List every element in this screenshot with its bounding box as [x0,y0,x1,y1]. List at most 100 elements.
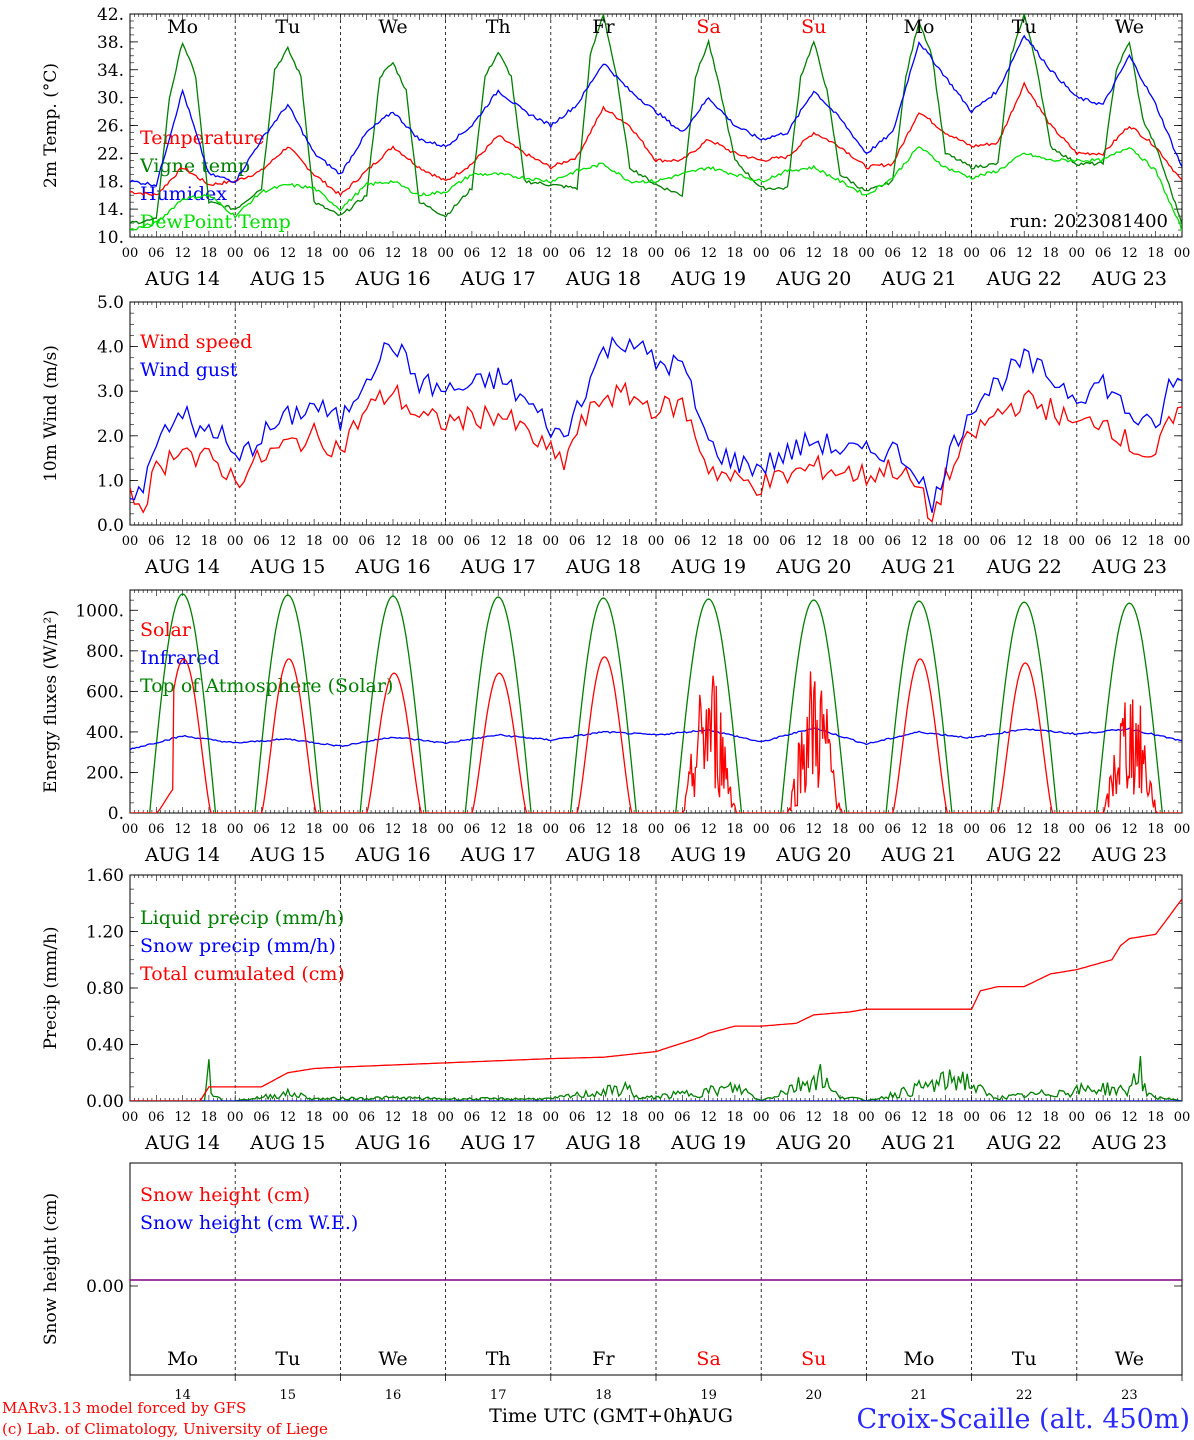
hour-tick-label: 06 [464,822,481,837]
hour-tick-label: 12 [911,1110,928,1125]
y-tick-label: 1.20 [86,923,124,943]
day-name: Th [486,16,511,38]
hour-tick-label: 12 [385,246,402,261]
hour-tick-label: 18 [1042,1110,1059,1125]
hour-tick-label: 06 [990,246,1007,261]
day-name: Mo [904,1348,935,1370]
day-number: 20 [806,1388,823,1403]
hour-tick-label: 06 [674,246,691,261]
hour-tick-label: 12 [1016,1110,1033,1125]
hour-tick-label: 18 [516,246,533,261]
hour-tick-label: 00 [648,534,665,549]
hour-tick-label: 12 [700,822,717,837]
y-tick-label: 0. [108,804,124,824]
hour-tick-label: 12 [280,534,297,549]
y-tick-label: 1.0 [97,471,124,491]
date-label: AUG 23 [1091,1132,1167,1154]
date-label: AUG 14 [144,556,220,578]
hour-tick-label: 18 [727,822,744,837]
hour-tick-label: 06 [569,246,586,261]
legend-entry: Snow height (cm) [140,1184,310,1206]
hour-tick-label: 12 [490,822,507,837]
hour-tick-label: 06 [464,1110,481,1125]
hour-tick-label: 18 [411,534,428,549]
series-line-infrared [130,727,1182,751]
day-name: We [378,16,407,38]
hour-tick-label: 06 [253,534,270,549]
date-label: AUG 22 [986,556,1062,578]
hour-tick-label: 06 [779,822,796,837]
series-line-vigne-temp [130,14,1182,225]
hour-tick-label: 06 [674,1110,691,1125]
hour-tick-label: 00 [122,246,139,261]
hour-tick-label: 00 [543,534,560,549]
date-label: AUG 18 [565,268,641,290]
hour-tick-label: 12 [595,822,612,837]
hour-tick-label: 12 [385,822,402,837]
hour-tick-label: 18 [411,1110,428,1125]
hour-tick-label: 06 [884,534,901,549]
hour-tick-label: 00 [437,822,454,837]
hour-tick-label: 18 [201,822,218,837]
date-label: AUG 23 [1091,844,1167,866]
hour-tick-label: 00 [1069,246,1086,261]
y-tick-label: 400. [86,723,124,743]
hour-tick-label: 18 [306,1110,323,1125]
y-tick-label: 18. [97,172,124,192]
y-tick-label: 0.00 [86,1277,124,1297]
hour-tick-label: 00 [122,822,139,837]
hour-tick-label: 18 [937,822,954,837]
hour-tick-label: 12 [174,534,191,549]
hour-tick-label: 00 [963,534,980,549]
hour-tick-label: 18 [411,822,428,837]
hour-tick-label: 12 [806,246,823,261]
hour-tick-label: 06 [148,246,165,261]
day-name: Th [486,1348,511,1370]
day-number: 19 [700,1388,717,1403]
hour-tick-label: 06 [884,246,901,261]
panel-snow: 0.00 Snow height (cm) Snow height (cm) Snow… [41,1162,1183,1376]
hour-tick-label: 06 [358,534,375,549]
y-tick-label: 26. [97,117,124,137]
y-tick-label: 38. [97,33,124,53]
hour-tick-label: 00 [437,1110,454,1125]
panel-temp: 00 06 12 18 00 06 12 18 00 06 12 18 00 06 12 18 00 06 12 18… [41,5,1190,290]
y-axis-label: Precip (mm/h) [41,926,61,1049]
date-label: AUG 17 [460,556,536,578]
hour-tick-label: 06 [674,534,691,549]
hour-tick-label: 18 [1042,822,1059,837]
month-label: AUG [687,1405,733,1427]
date-label: AUG 16 [354,1132,430,1154]
hour-tick-label: 18 [1042,246,1059,261]
legend-entry: Humidex [140,183,227,205]
run-label: run: 2023081400 [1010,211,1168,232]
hour-tick-label: 00 [1174,246,1191,261]
y-tick-label: 4.0 [97,338,124,358]
hour-tick-label: 00 [227,534,244,549]
series-line-temperature [130,81,1182,197]
y-tick-label: 0.00 [86,1092,124,1112]
date-label: AUG 19 [670,268,746,290]
hour-tick-label: 12 [280,822,297,837]
hour-tick-label: 18 [516,822,533,837]
y-tick-label: 5.0 [97,293,124,313]
date-label: AUG 23 [1091,556,1167,578]
credit-line-1: MARv3.13 model forced by GFS [2,1399,246,1417]
day-number: 15 [280,1388,297,1403]
hour-tick-label: 00 [332,1110,349,1125]
day-name: Tu [1012,16,1037,38]
hour-tick-label: 12 [595,1110,612,1125]
y-tick-label: 0.40 [86,1036,124,1056]
hour-tick-label: 18 [1042,534,1059,549]
hour-tick-label: 06 [1095,534,1112,549]
date-label: AUG 20 [775,268,851,290]
hour-tick-label: 06 [1095,1110,1112,1125]
day-name: Mo [904,16,935,38]
hour-tick-label: 00 [858,534,875,549]
day-number: 23 [1121,1388,1138,1403]
date-label: AUG 20 [775,1132,851,1154]
hour-tick-label: 12 [174,1110,191,1125]
hour-tick-label: 18 [832,822,849,837]
hour-tick-label: 18 [727,246,744,261]
